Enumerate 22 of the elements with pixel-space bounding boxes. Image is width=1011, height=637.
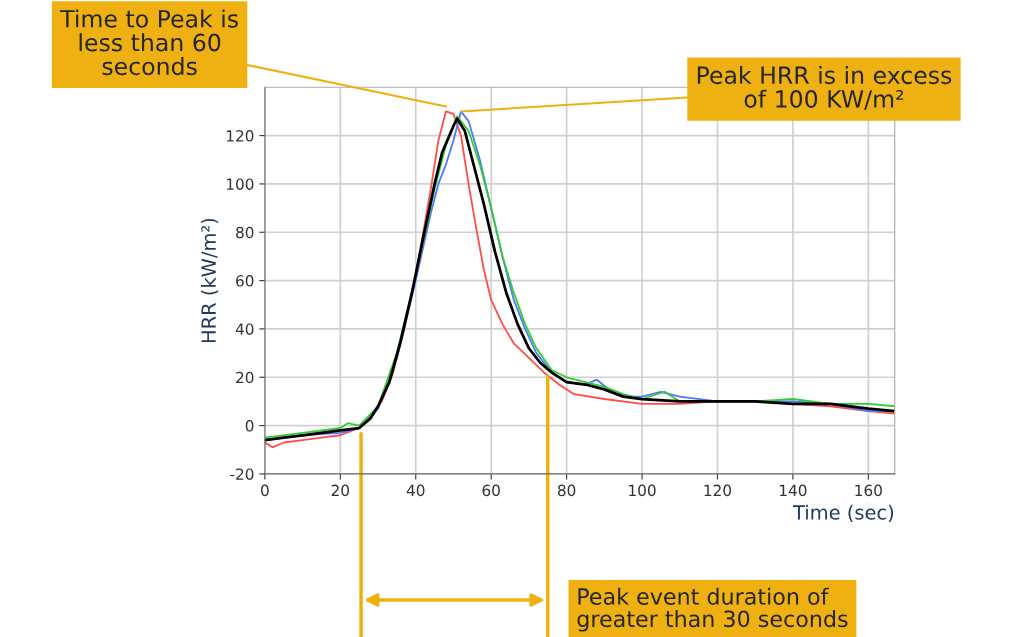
x-tick-label: 120 xyxy=(704,484,732,497)
x-tick-label: 0 xyxy=(261,484,269,497)
x-tick-label: 40 xyxy=(406,484,425,497)
x-tick-label: 100 xyxy=(629,484,656,497)
y-tick-label: 100 xyxy=(226,178,254,190)
x-tick-label: 60 xyxy=(482,484,500,497)
x-tick-label: 80 xyxy=(557,484,576,497)
x-axis-title: Time (sec) xyxy=(792,504,894,523)
y-tick-label: 0 xyxy=(245,420,254,432)
annotation: Peak HRR is in excess of 100 KW/m² xyxy=(697,65,952,110)
x-tick-label: 20 xyxy=(331,484,350,497)
y-tick-label: 80 xyxy=(236,226,254,239)
y-axis-title: HRR (kW/m²) xyxy=(200,218,219,343)
annotation: Time to Peak is less than 60 seconds xyxy=(60,9,238,76)
y-tick-label: 60 xyxy=(236,275,254,287)
x-tick-label: 140 xyxy=(780,484,807,497)
x-tick-label: 160 xyxy=(855,484,882,497)
y-tick-label: -20 xyxy=(230,468,254,480)
y-tick-label: 40 xyxy=(235,323,254,335)
y-tick-label: 120 xyxy=(226,130,254,142)
text: Peak event duration of greater than 30 seconds xyxy=(577,587,848,632)
y-tick-label: 20 xyxy=(236,371,254,384)
